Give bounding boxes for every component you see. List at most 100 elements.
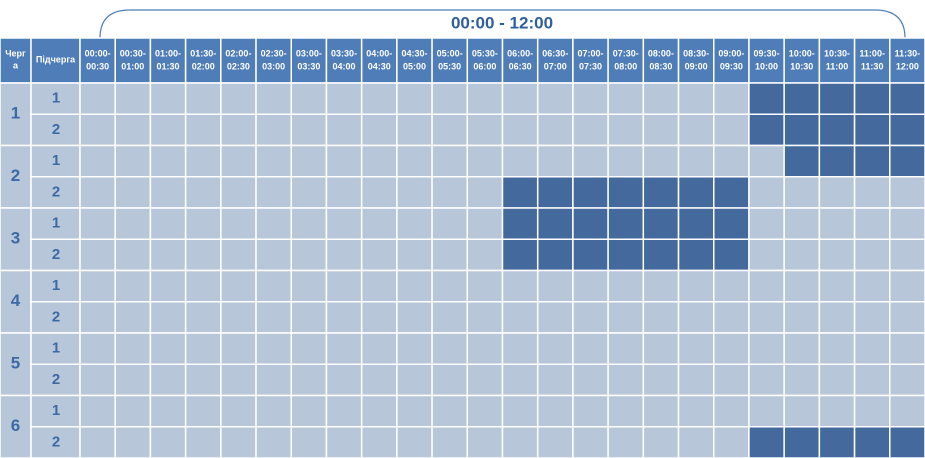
outage-cell: [889, 113, 925, 147]
slot-cell: [360, 113, 398, 147]
slot-cell: [360, 176, 398, 209]
slot-from: 08:00-: [648, 48, 674, 58]
slot-to: 04:30: [368, 61, 391, 71]
outage-cell: [572, 207, 609, 240]
slot-cell: [642, 394, 680, 428]
outage-cell: [501, 238, 539, 272]
outage-cell: [889, 144, 925, 178]
slot-cell: [396, 238, 433, 272]
slot-from: 03:30-: [331, 48, 357, 58]
slot-cell: [466, 82, 504, 115]
slot-cell: [290, 207, 328, 240]
queue-label: 1: [11, 104, 20, 123]
slot-cell: [607, 301, 645, 334]
outage-cell: [713, 176, 750, 209]
slot-cell: [184, 238, 222, 272]
slot-cell: [536, 113, 574, 147]
subqueue-label: 1: [52, 215, 60, 232]
header-cell: [501, 37, 539, 84]
slot-from: 04:00-: [366, 48, 392, 58]
slot-cell: [255, 238, 292, 272]
slot-cell: [220, 207, 257, 240]
slot-cell: [783, 363, 821, 397]
subqueue-cell: [30, 269, 81, 303]
outage-cell: [818, 144, 856, 178]
slot-cell: [748, 269, 785, 303]
slot-to: 07:30: [579, 61, 602, 71]
slot-cell: [853, 394, 891, 428]
slot-cell: [501, 301, 539, 334]
slot-cell: [290, 301, 328, 334]
slot-cell: [184, 207, 222, 240]
slot-cell: [853, 238, 891, 272]
slot-to: 02:00: [192, 61, 215, 71]
outage-cell: [853, 426, 891, 458]
slot-cell: [889, 363, 925, 397]
slot-cell: [642, 269, 680, 303]
outage-cell: [889, 426, 925, 458]
slot-cell: [818, 363, 856, 397]
slot-cell: [184, 301, 222, 334]
slot-cell: [360, 363, 398, 397]
slot-from: 07:30-: [613, 48, 639, 58]
slot-cell: [255, 207, 292, 240]
slot-cell: [572, 426, 609, 458]
slot-cell: [290, 269, 328, 303]
outage-cell: [783, 82, 821, 115]
slot-cell: [607, 363, 645, 397]
slot-cell: [290, 113, 328, 147]
outage-cell: [853, 82, 891, 115]
slot-cell: [572, 82, 609, 115]
queue-label: 6: [11, 416, 20, 435]
slot-cell: [889, 394, 925, 428]
slot-cell: [572, 332, 609, 365]
slot-cell: [220, 332, 257, 365]
slot-cell: [114, 207, 152, 240]
slot-from: 10:00-: [789, 48, 815, 58]
slot-cell: [853, 363, 891, 397]
slot-cell: [220, 144, 257, 178]
slot-cell: [677, 426, 715, 458]
slot-to: 01:00: [121, 61, 144, 71]
outage-cell: [783, 113, 821, 147]
outage-cell: [536, 238, 574, 272]
slot-cell: [149, 269, 187, 303]
slot-cell: [220, 394, 257, 428]
slot-cell: [360, 238, 398, 272]
subqueue-label: 1: [52, 340, 60, 357]
slot-cell: [466, 144, 504, 178]
slot-cell: [607, 394, 645, 428]
slot-cell: [325, 394, 363, 428]
slot-cell: [642, 363, 680, 397]
slot-to: 00:30: [86, 61, 109, 71]
slot-cell: [501, 394, 539, 428]
slot-cell: [642, 82, 680, 115]
slot-cell: [220, 269, 257, 303]
slot-cell: [79, 363, 116, 397]
queue-label: 3: [11, 229, 20, 248]
slot-cell: [431, 363, 469, 397]
slot-cell: [325, 332, 363, 365]
slot-to: 10:00: [755, 61, 778, 71]
slot-cell: [255, 394, 292, 428]
slot-cell: [466, 176, 504, 209]
slot-cell: [360, 394, 398, 428]
slot-from: 02:00-: [225, 48, 251, 58]
outage-cell: [783, 426, 821, 458]
slot-cell: [853, 176, 891, 209]
slot-cell: [184, 176, 222, 209]
slot-cell: [818, 238, 856, 272]
slot-from: 02:30-: [261, 48, 287, 58]
slot-cell: [325, 207, 363, 240]
slot-cell: [396, 394, 433, 428]
slot-cell: [853, 332, 891, 365]
slot-cell: [396, 144, 433, 178]
slot-cell: [396, 332, 433, 365]
slot-cell: [396, 113, 433, 147]
slot-cell: [184, 269, 222, 303]
outage-cell: [677, 176, 715, 209]
slot-cell: [889, 176, 925, 209]
subqueue-cell: [30, 144, 81, 178]
slot-cell: [748, 176, 785, 209]
outage-cell: [572, 238, 609, 272]
